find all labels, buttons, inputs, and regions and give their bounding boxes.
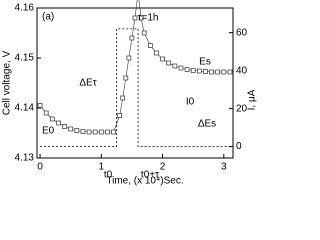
point [86, 129, 92, 135]
annotation: E0 [42, 126, 55, 137]
y-tick-label: 4.16 [15, 3, 35, 14]
x-tick-label: 0 [37, 162, 43, 173]
y2-tick-label: 60 [236, 27, 248, 38]
annotation: ΔEs [198, 119, 216, 130]
point [43, 110, 49, 116]
point [74, 128, 80, 133]
point [190, 68, 196, 73]
y-axis-label: Cell voltage, V [2, 50, 13, 115]
point [221, 69, 227, 75]
point [80, 129, 86, 134]
y2-axis-label: I, μA [247, 89, 258, 110]
point [178, 65, 184, 71]
x-axis-label: Time, (x 10⁴)Sec. [106, 176, 183, 187]
point [111, 129, 116, 135]
point [172, 63, 178, 69]
y-tick-label: 4.13 [15, 153, 35, 164]
y2-tick-label: 40 [236, 65, 248, 76]
point [98, 129, 104, 135]
chart: Time, (x 10⁴)Sec. Cell voltage, V I, μA … [2, 0, 258, 187]
y2-tick-label: 20 [236, 103, 248, 114]
annotation: (a) [42, 12, 54, 23]
x-tick-label: 1 [99, 162, 105, 173]
annotation: τ=1h [138, 13, 159, 24]
point [154, 50, 159, 56]
annotation: Es [199, 57, 211, 68]
x-tick-label: 2 [160, 162, 166, 173]
point [215, 69, 221, 75]
y-tick-label: 4.15 [15, 53, 35, 64]
point [132, 15, 138, 21]
current-line [40, 28, 230, 148]
point [68, 126, 74, 132]
point [209, 69, 214, 75]
point [126, 55, 132, 61]
y2-tick-label: 0 [236, 141, 242, 152]
point [92, 129, 98, 135]
point [138, 15, 144, 21]
point [129, 35, 135, 41]
point [117, 113, 123, 118]
point [227, 69, 233, 75]
x-tick-label: 3 [221, 162, 227, 173]
point [120, 95, 126, 101]
point [123, 75, 129, 81]
point [166, 60, 172, 66]
annotation: t0+τ [141, 170, 159, 181]
y-tick-label: 4.14 [15, 103, 35, 114]
point [160, 56, 165, 62]
point [37, 103, 43, 108]
point [62, 124, 67, 129]
point [147, 43, 153, 48]
point [105, 129, 110, 135]
point [141, 30, 147, 36]
point [184, 67, 190, 72]
plot-frame [36, 7, 234, 159]
annotation: I0 [186, 97, 195, 108]
annotation: t0 [104, 170, 113, 181]
point [56, 120, 61, 126]
point [49, 116, 55, 122]
point [203, 69, 208, 74]
annotation: ΔEτ [79, 78, 96, 89]
point [196, 68, 202, 74]
